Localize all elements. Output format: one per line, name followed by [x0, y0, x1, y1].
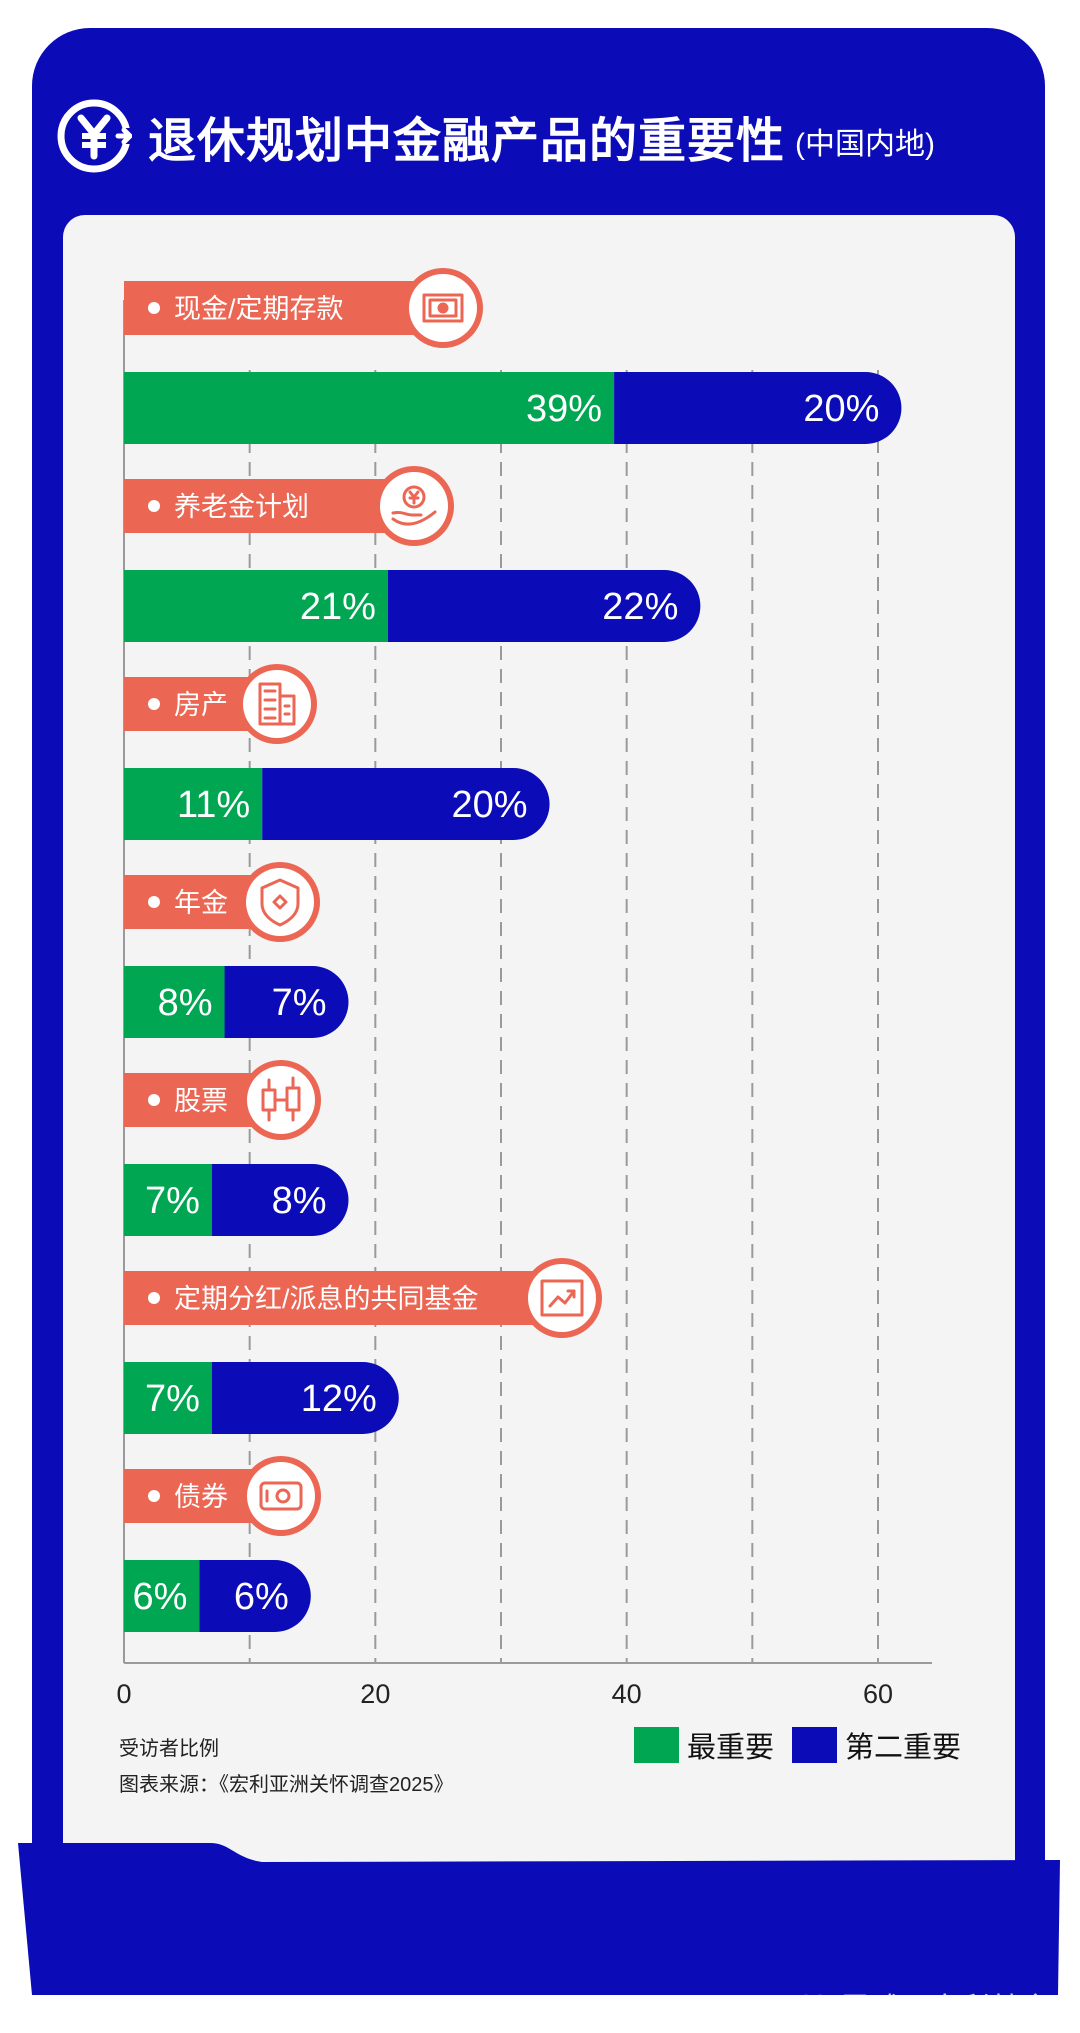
- category-label-pill: [124, 281, 470, 335]
- data-label-most-important: 7%: [145, 1180, 200, 1222]
- data-label-second-important: 12%: [301, 1378, 377, 1420]
- footer-note: 受访者比例: [119, 1738, 219, 1760]
- data-label-second-important: 20%: [452, 784, 528, 826]
- bullet-dot: [148, 302, 160, 314]
- legend-label: 第二重要: [845, 1732, 962, 1764]
- cash-icon: [422, 293, 464, 323]
- category-label: 定期分红/派息的共同基金: [174, 1284, 479, 1314]
- bar-most-important: [124, 1362, 212, 1434]
- bar-most-important: [124, 1164, 212, 1236]
- category-label: 养老金计划: [174, 492, 309, 522]
- category-label: 年金: [174, 888, 228, 918]
- shield-icon: [260, 878, 300, 927]
- x-tick-label: 0: [116, 1679, 131, 1709]
- data-label-second-important: 6%: [234, 1576, 289, 1618]
- data-label-most-important: 21%: [300, 586, 376, 628]
- bullet-dot: [148, 896, 160, 908]
- bar-most-important: [124, 768, 263, 840]
- data-label-most-important: 7%: [145, 1378, 200, 1420]
- bar-most-important: [124, 570, 388, 642]
- bullet-dot: [148, 1490, 160, 1502]
- bar-second-important: [224, 966, 349, 1038]
- category-label: 债券: [174, 1482, 228, 1512]
- bullet-dot: [148, 1292, 160, 1304]
- bar-second-important: [387, 570, 701, 642]
- chart-title: 退休规划中金融产品的重要性: [148, 115, 786, 168]
- legend-label: 最重要: [687, 1732, 775, 1764]
- category-icon-bg: [528, 1264, 596, 1332]
- bar-most-important: [124, 966, 225, 1038]
- category-icon-bg: [246, 868, 314, 936]
- footer-source: 图表来源：《宏利亚洲关怀调查2025》: [119, 1774, 454, 1796]
- legend-item-second-important: 第二重要: [792, 1724, 961, 1766]
- bar-second-important: [262, 768, 550, 840]
- candlestick-icon: [261, 1076, 301, 1122]
- category-icon-bg: [247, 1462, 315, 1530]
- header: 退休规划中金融产品的重要性 (中国内地): [56, 96, 935, 176]
- x-tick-label: 20: [360, 1679, 390, 1709]
- bar-second-important: [211, 1362, 399, 1434]
- bullet-dot: [148, 500, 160, 512]
- hand-yuan-icon: [391, 485, 437, 526]
- data-label-most-important: 11%: [177, 784, 250, 826]
- legend-item-most-important: 最重要: [634, 1724, 774, 1766]
- category-label: 房产: [174, 690, 228, 720]
- bar-most-important: [124, 1560, 200, 1632]
- category-label: 股票: [174, 1086, 228, 1116]
- data-label-most-important: 39%: [526, 388, 602, 430]
- category-label-pill: [124, 1271, 589, 1325]
- category-label: 现金/定期存款: [174, 294, 344, 324]
- bar-second-important: [211, 1164, 349, 1236]
- x-tick-label: 60: [863, 1679, 893, 1709]
- data-label-second-important: 22%: [602, 586, 678, 628]
- watermark: 雪球：宏利基金: [794, 1984, 1050, 2028]
- banknote-icon: [259, 1481, 303, 1511]
- bar-second-important: [199, 1560, 311, 1632]
- category-icon-bg: [243, 670, 311, 738]
- x-tick-label: 40: [612, 1679, 642, 1709]
- bullet-dot: [148, 698, 160, 710]
- watermark-text: 雪球：宏利基金: [840, 1993, 1050, 2026]
- bar-most-important: [124, 372, 615, 444]
- yuan-icon: [57, 99, 132, 173]
- chart-subtitle: (中国内地): [795, 128, 935, 161]
- xueqiu-logo-icon: [794, 1994, 832, 2018]
- legend-swatch-blue: [792, 1727, 837, 1763]
- bar-second-important: [614, 372, 902, 444]
- data-label-second-important: 8%: [272, 1180, 327, 1222]
- building-icon: [258, 682, 296, 726]
- data-label-most-important: 6%: [132, 1576, 187, 1618]
- bullet-dot: [148, 1094, 160, 1106]
- data-label-most-important: 8%: [158, 982, 213, 1024]
- trend-chart-icon: [540, 1279, 584, 1317]
- category-label-pill: [124, 479, 441, 533]
- legend-swatch-green: [634, 1727, 679, 1763]
- data-label-second-important: 20%: [803, 388, 879, 430]
- data-label-second-important: 7%: [272, 982, 327, 1024]
